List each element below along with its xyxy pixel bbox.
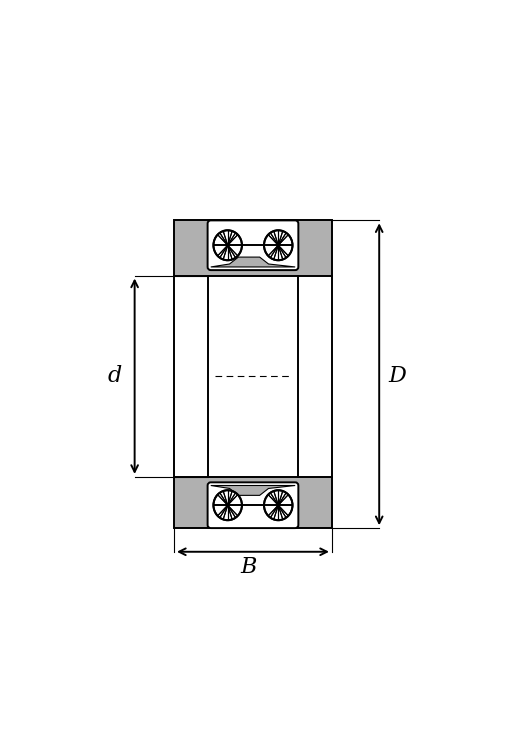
FancyBboxPatch shape	[208, 482, 298, 528]
Text: d: d	[108, 365, 122, 387]
Ellipse shape	[213, 490, 242, 520]
Text: B: B	[241, 556, 257, 578]
Text: D: D	[388, 365, 406, 387]
Ellipse shape	[213, 230, 242, 260]
Polygon shape	[211, 257, 295, 267]
Ellipse shape	[264, 490, 293, 520]
Bar	[174, 221, 332, 276]
Bar	[174, 477, 332, 528]
Ellipse shape	[264, 230, 293, 260]
FancyBboxPatch shape	[208, 221, 298, 270]
Polygon shape	[211, 486, 295, 495]
